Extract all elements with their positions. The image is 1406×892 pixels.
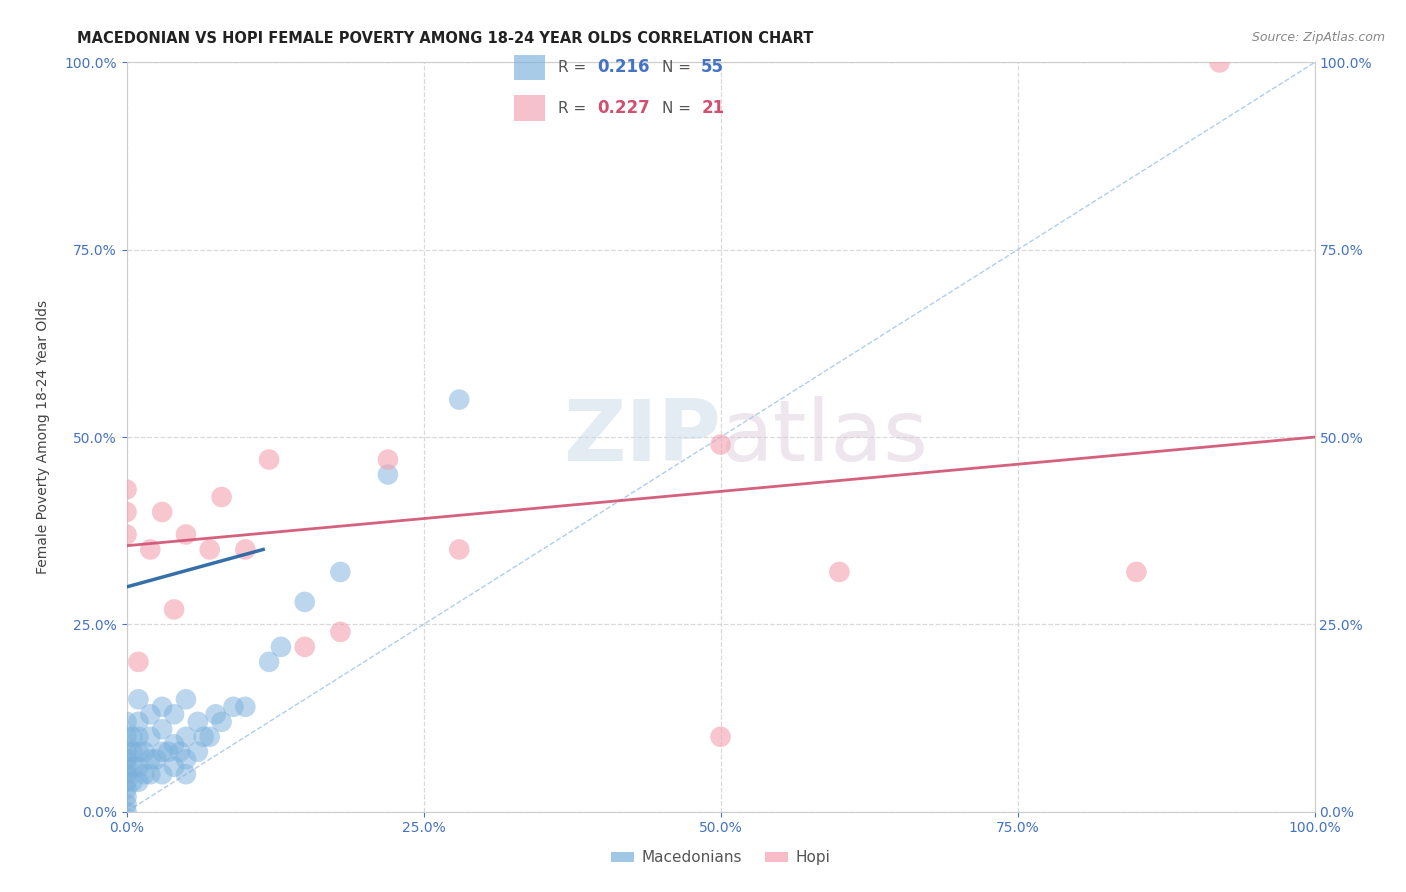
Point: [233, 542, 257, 557]
Point: [828, 565, 851, 579]
Text: R =: R =: [558, 60, 592, 75]
Point: [115, 774, 138, 789]
Point: [174, 730, 197, 744]
Point: [710, 730, 733, 744]
Bar: [515, 54, 546, 80]
Point: [169, 745, 191, 759]
Point: [157, 745, 180, 759]
Point: [211, 490, 233, 504]
Point: [127, 745, 149, 759]
Legend: Macedonians, Hopi: Macedonians, Hopi: [605, 845, 837, 871]
Point: [121, 760, 143, 774]
Text: 0.227: 0.227: [598, 99, 650, 117]
Text: R =: R =: [558, 101, 592, 116]
Point: [174, 767, 197, 781]
Point: [115, 789, 138, 804]
Point: [233, 699, 257, 714]
Point: [127, 692, 149, 706]
Point: [127, 760, 149, 774]
Point: [127, 714, 149, 729]
Point: [139, 767, 162, 781]
Text: 0.216: 0.216: [598, 59, 650, 77]
Point: [139, 752, 162, 766]
Point: [150, 723, 173, 737]
Point: [163, 760, 186, 774]
Point: [710, 437, 733, 451]
Point: [115, 714, 138, 729]
Point: [121, 774, 143, 789]
Point: [329, 565, 352, 579]
Point: [115, 505, 138, 519]
Point: [127, 655, 149, 669]
Text: MACEDONIAN VS HOPI FEMALE POVERTY AMONG 18-24 YEAR OLDS CORRELATION CHART: MACEDONIAN VS HOPI FEMALE POVERTY AMONG …: [77, 31, 814, 46]
Point: [257, 655, 280, 669]
Point: [115, 483, 138, 497]
Y-axis label: Female Poverty Among 18-24 Year Olds: Female Poverty Among 18-24 Year Olds: [37, 300, 51, 574]
Point: [115, 782, 138, 797]
Point: [150, 767, 173, 781]
Point: [294, 595, 316, 609]
Point: [174, 692, 197, 706]
Text: Source: ZipAtlas.com: Source: ZipAtlas.com: [1251, 31, 1385, 45]
Text: N =: N =: [662, 101, 696, 116]
Point: [294, 640, 316, 654]
Point: [198, 730, 221, 744]
Point: [174, 752, 197, 766]
Point: [270, 640, 292, 654]
Point: [377, 467, 399, 482]
Point: [377, 452, 399, 467]
Point: [163, 602, 186, 616]
Point: [115, 752, 138, 766]
Point: [134, 767, 156, 781]
Point: [163, 707, 186, 722]
Point: [1208, 55, 1230, 70]
Point: [115, 527, 138, 541]
Text: atlas: atlas: [721, 395, 928, 479]
Point: [134, 745, 156, 759]
Point: [127, 774, 149, 789]
Text: ZIP: ZIP: [562, 395, 721, 479]
Point: [115, 745, 138, 759]
Point: [222, 699, 245, 714]
Point: [150, 699, 173, 714]
Point: [150, 745, 173, 759]
Point: [115, 797, 138, 812]
Point: [204, 707, 226, 722]
Point: [150, 505, 173, 519]
Point: [139, 542, 162, 557]
Point: [121, 745, 143, 759]
Point: [193, 730, 215, 744]
Point: [174, 527, 197, 541]
Point: [1125, 565, 1147, 579]
Point: [121, 730, 143, 744]
Point: [329, 624, 352, 639]
Point: [449, 392, 471, 407]
Point: [145, 752, 167, 766]
Text: 55: 55: [702, 59, 724, 77]
Point: [115, 805, 138, 819]
Text: N =: N =: [662, 60, 696, 75]
Point: [115, 767, 138, 781]
Bar: [515, 95, 546, 120]
Point: [163, 737, 186, 751]
Point: [187, 745, 209, 759]
Point: [139, 707, 162, 722]
Point: [115, 730, 138, 744]
Point: [139, 730, 162, 744]
Point: [198, 542, 221, 557]
Text: 21: 21: [702, 99, 724, 117]
Point: [115, 760, 138, 774]
Point: [187, 714, 209, 729]
Point: [257, 452, 280, 467]
Point: [127, 730, 149, 744]
Point: [449, 542, 471, 557]
Point: [211, 714, 233, 729]
